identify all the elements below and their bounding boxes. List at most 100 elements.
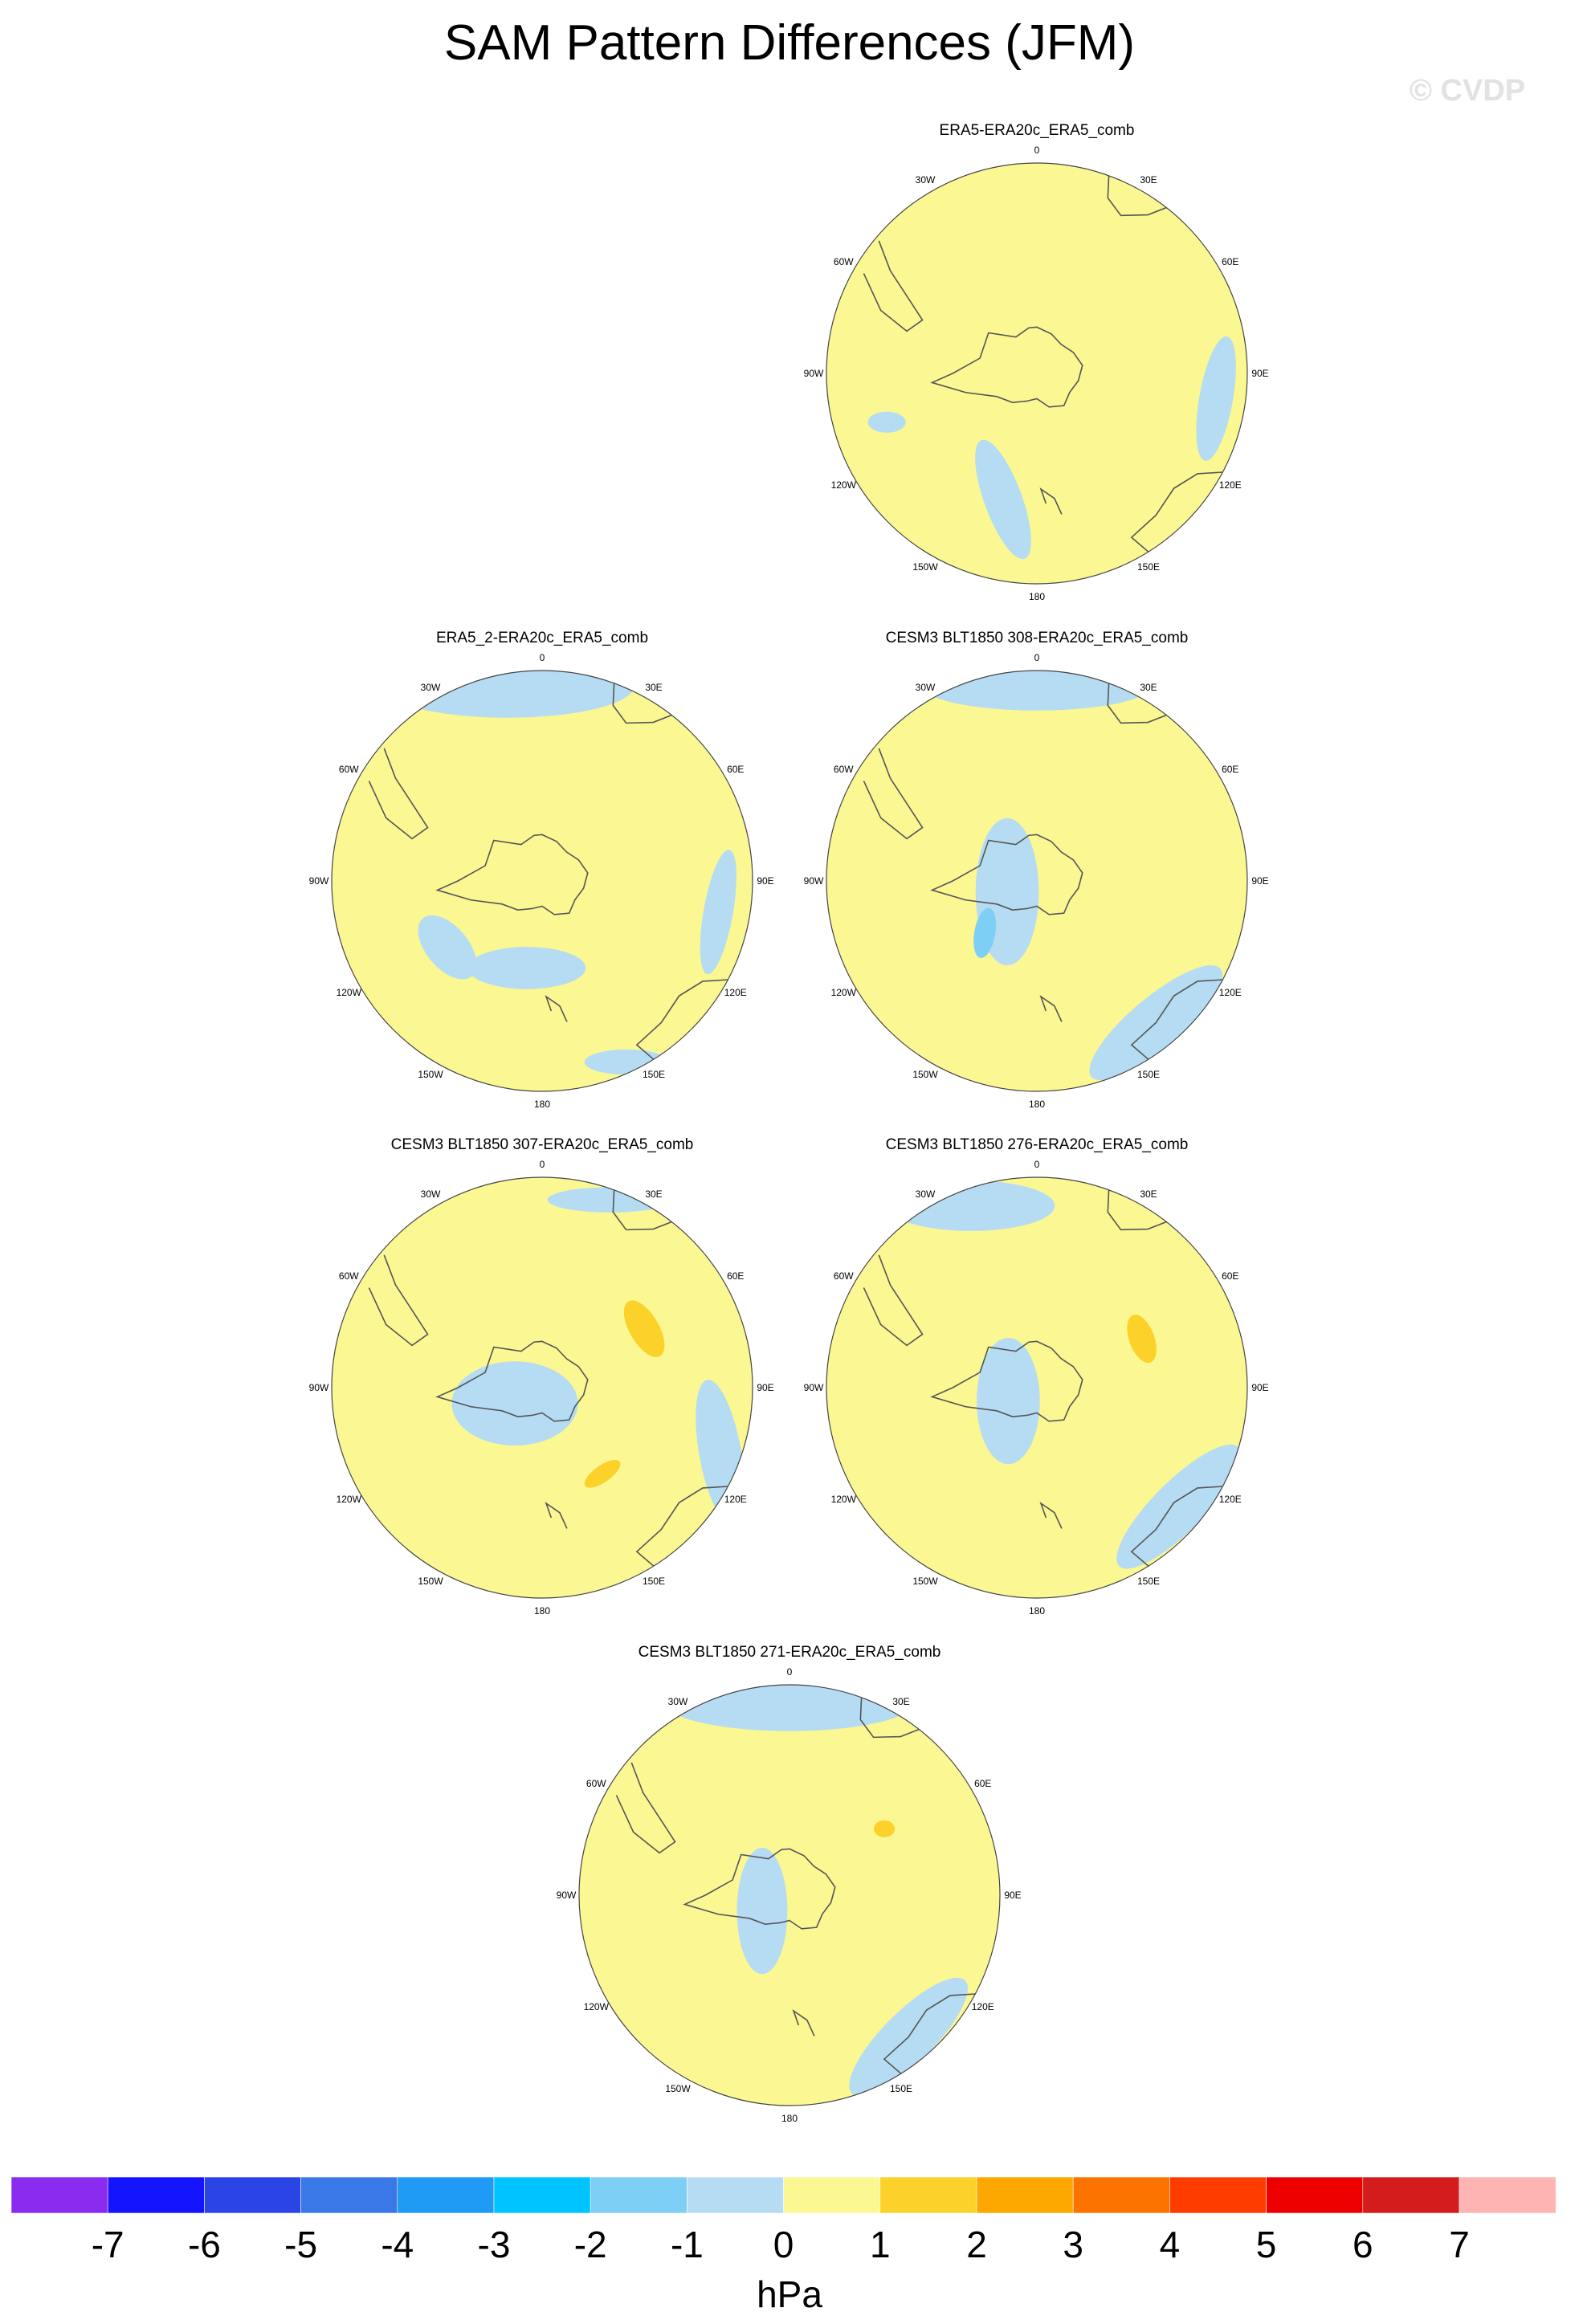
- longitude-label: 120E: [972, 2001, 994, 2012]
- longitude-label: 60W: [834, 764, 854, 775]
- colorbar-units: hPa: [757, 2273, 822, 2315]
- coastline: [1039, 1501, 1063, 1529]
- map-panel: CESM3 BLT1850 276-ERA20c_ERA5_comb 0 30E 60…: [804, 1136, 1269, 1617]
- longitude-label: 150W: [912, 1069, 938, 1080]
- panel-title: ERA5-ERA20c_ERA5_comb: [940, 122, 1135, 139]
- longitude-label: 60W: [586, 1778, 606, 1789]
- coastline: [863, 240, 924, 332]
- longitude-label: 120W: [831, 1494, 857, 1505]
- coastline: [545, 994, 568, 1022]
- contour-region: [736, 1848, 788, 1975]
- panel-title: CESM3 BLT1850 308-ERA20c_ERA5_comb: [886, 630, 1189, 646]
- map-panel: CESM3 BLT1850 307-ERA20c_ERA5_comb 0 30E 60…: [309, 1136, 774, 1617]
- longitude-label: 60E: [1222, 256, 1238, 267]
- contour-region: [584, 1460, 621, 1488]
- colorbar-bin: [1459, 2177, 1557, 2214]
- contour-region: [1012, 926, 1167, 1018]
- contour-region: [1196, 336, 1236, 461]
- longitude-label: 150E: [890, 2083, 912, 2094]
- contour-region: [700, 850, 736, 975]
- longitude-label: 150W: [418, 1576, 443, 1587]
- longitude-label: 60W: [339, 764, 359, 775]
- longitude-label: 0: [1034, 652, 1040, 663]
- panel-title: CESM3 BLT1850 276-ERA20c_ERA5_comb: [886, 1136, 1189, 1153]
- longitude-label: 60E: [1222, 764, 1238, 775]
- coastline: [368, 1254, 429, 1347]
- contour-region: [381, 671, 634, 718]
- longitude-label: 180: [1029, 1099, 1045, 1110]
- map-panel: CESM3 BLT1850 271-ERA20c_ERA5_comb 0 30E 60…: [557, 1644, 1022, 2124]
- contour-region: [451, 1361, 578, 1446]
- colorbar-tick-label: 3: [1063, 2224, 1083, 2265]
- contour-region: [1084, 1248, 1193, 1474]
- longitude-label: 30E: [1140, 174, 1157, 186]
- colorbar-bin: [397, 2177, 495, 2214]
- panel-title: CESM3 BLT1850 307-ERA20c_ERA5_comb: [391, 1136, 694, 1153]
- map-frame: [331, 1176, 753, 1599]
- longitude-label: 90E: [757, 1382, 773, 1393]
- contour-region: [520, 1426, 680, 1549]
- contour-region: [975, 439, 1031, 560]
- longitude-label: 180: [534, 1099, 550, 1110]
- contour-region: [649, 1917, 708, 1976]
- colorbar-bin: [204, 2177, 301, 2214]
- colorbar-bin: [976, 2177, 1074, 2214]
- contour-region: [418, 915, 477, 980]
- colorbar-tick-label: 5: [1256, 2224, 1277, 2265]
- coastline: [1130, 979, 1223, 1060]
- colorbar-bin: [1072, 2177, 1170, 2214]
- longitude-label: 30W: [916, 1189, 936, 1200]
- longitude-label: 90W: [804, 368, 824, 379]
- longitude-label: 60E: [727, 1270, 744, 1282]
- colorbar-tick-label: -7: [92, 2224, 124, 2265]
- map-panel: CESM3 BLT1850 308-ERA20c_ERA5_comb 0 30E 60…: [804, 630, 1269, 1110]
- longitude-label: 30E: [645, 682, 662, 693]
- watermark: © CVDP: [1410, 74, 1526, 108]
- longitude-label: 120W: [337, 987, 362, 998]
- longitude-label: 30E: [1140, 1189, 1157, 1200]
- colorbar-tick-label: -5: [284, 2224, 317, 2265]
- longitude-label: 0: [1034, 1159, 1040, 1170]
- contour-region: [909, 892, 965, 985]
- longitude-label: 90E: [1251, 1382, 1268, 1393]
- colorbar-tick-label: 0: [773, 2224, 794, 2265]
- contour-region: [898, 285, 976, 346]
- longitude-label: 120E: [1219, 987, 1242, 998]
- longitude-label: 60E: [727, 764, 744, 775]
- contour-region: [386, 1376, 462, 1486]
- contour-region: [438, 770, 658, 960]
- coastline: [635, 1486, 728, 1567]
- colorbar-bin: [1362, 2177, 1460, 2214]
- page-title: SAM Pattern Differences (JFM): [443, 15, 1136, 71]
- colorbar-bin: [1266, 2177, 1364, 2214]
- coastline: [863, 748, 924, 840]
- contour-region: [867, 411, 906, 433]
- longitude-label: 90W: [309, 1382, 329, 1393]
- map-frame: [826, 162, 1248, 585]
- longitude-label: 120W: [584, 2001, 610, 2012]
- colorbar-bin: [687, 2177, 784, 2214]
- longitude-label: 120E: [724, 987, 747, 998]
- longitude-label: 0: [1034, 145, 1040, 156]
- coastline: [545, 1501, 568, 1529]
- longitude-label: 90E: [1251, 368, 1268, 379]
- map-frame: [578, 1684, 1001, 2106]
- longitude-label: 90W: [309, 875, 329, 887]
- map-panel: ERA5_2-ERA20c_ERA5_comb 0 30E 60E 90E 120E 150…: [309, 630, 774, 1110]
- longitude-label: 60W: [339, 1270, 359, 1282]
- longitude-label: 30W: [916, 682, 936, 693]
- antarctica-coastline: [930, 834, 1083, 915]
- antarctica-coastline: [930, 326, 1083, 408]
- longitude-label: 90W: [804, 875, 824, 887]
- colorbar-tick-label: -3: [478, 2224, 511, 2265]
- coastline: [612, 683, 672, 724]
- coastline: [368, 748, 429, 840]
- coastline: [859, 1697, 920, 1739]
- longitude-label: 0: [540, 652, 545, 663]
- longitude-label: 90W: [557, 1890, 577, 1901]
- colorbar-tick-label: -6: [188, 2224, 221, 2265]
- colorbar-bin: [11, 2177, 108, 2214]
- longitude-label: 180: [1029, 591, 1045, 602]
- coastline: [635, 979, 728, 1060]
- contour-region: [912, 766, 1026, 835]
